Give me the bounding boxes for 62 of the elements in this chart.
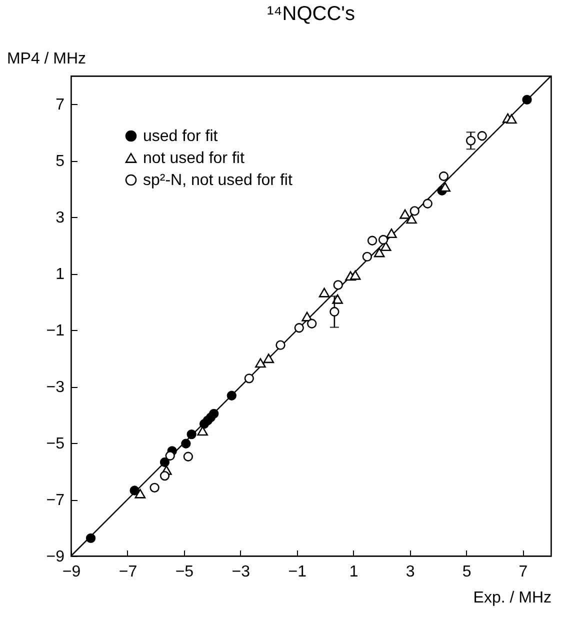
- x-tick-label: −5: [175, 564, 194, 580]
- point: [378, 234, 388, 245]
- y-tick-label: 7: [56, 96, 65, 114]
- x-tick-label: −1: [288, 564, 307, 580]
- legend-label: used for fit: [143, 128, 218, 145]
- point: [86, 533, 96, 544]
- point: [410, 206, 420, 216]
- x-axis-title: Exp. / MHz: [473, 590, 552, 606]
- point: [197, 426, 208, 436]
- point: [333, 280, 343, 290]
- y-axis-title: MP4 / MHz: [6, 50, 86, 68]
- x-tick-label: 3: [406, 564, 415, 580]
- point: [362, 252, 372, 262]
- y-tick-label: −7: [46, 492, 65, 510]
- point: [477, 131, 487, 141]
- y-tick-label: −5: [46, 436, 65, 453]
- y-tick-label: 3: [56, 210, 65, 227]
- y-tick-label: −3: [46, 379, 65, 396]
- point: [386, 228, 397, 238]
- point: [294, 323, 304, 333]
- point: [130, 486, 140, 496]
- point: [406, 214, 417, 224]
- x-tick-label: 7: [518, 564, 528, 580]
- legend-label: sp²-N, not used for fit: [143, 172, 293, 189]
- point: [263, 354, 274, 364]
- legend-label: not used for fit: [143, 150, 245, 167]
- point: [160, 470, 170, 481]
- point: [244, 374, 254, 384]
- point: [318, 288, 330, 298]
- point: [374, 248, 385, 258]
- point: [438, 171, 449, 182]
- point: [522, 94, 532, 105]
- point: [276, 340, 286, 350]
- point: [367, 236, 378, 246]
- point: [186, 429, 196, 440]
- point: [150, 482, 160, 492]
- x-tick-label: −3: [232, 564, 250, 580]
- y-tick-label: −9: [46, 548, 65, 566]
- point: [506, 114, 517, 124]
- y-tick-label: −1: [46, 322, 65, 340]
- point: [255, 358, 266, 368]
- y-tick-label: 5: [56, 153, 65, 170]
- point: [422, 198, 432, 208]
- point: [134, 488, 146, 498]
- point: [181, 438, 191, 448]
- point: [160, 457, 170, 468]
- chart-title: ¹⁴NQCC's: [267, 3, 355, 25]
- point: [165, 450, 175, 461]
- point: [350, 270, 361, 280]
- point: [380, 242, 392, 252]
- point: [400, 209, 410, 219]
- point: [330, 306, 340, 317]
- x-tick-label: 1: [349, 564, 358, 580]
- point: [302, 312, 312, 322]
- point: [307, 318, 317, 328]
- y-tick-label: 1: [56, 266, 65, 284]
- point: [466, 136, 476, 146]
- point: [209, 408, 219, 419]
- x-tick-label: 5: [462, 564, 472, 580]
- x-tick-label: −7: [118, 564, 138, 580]
- point: [183, 452, 194, 462]
- point: [226, 390, 236, 400]
